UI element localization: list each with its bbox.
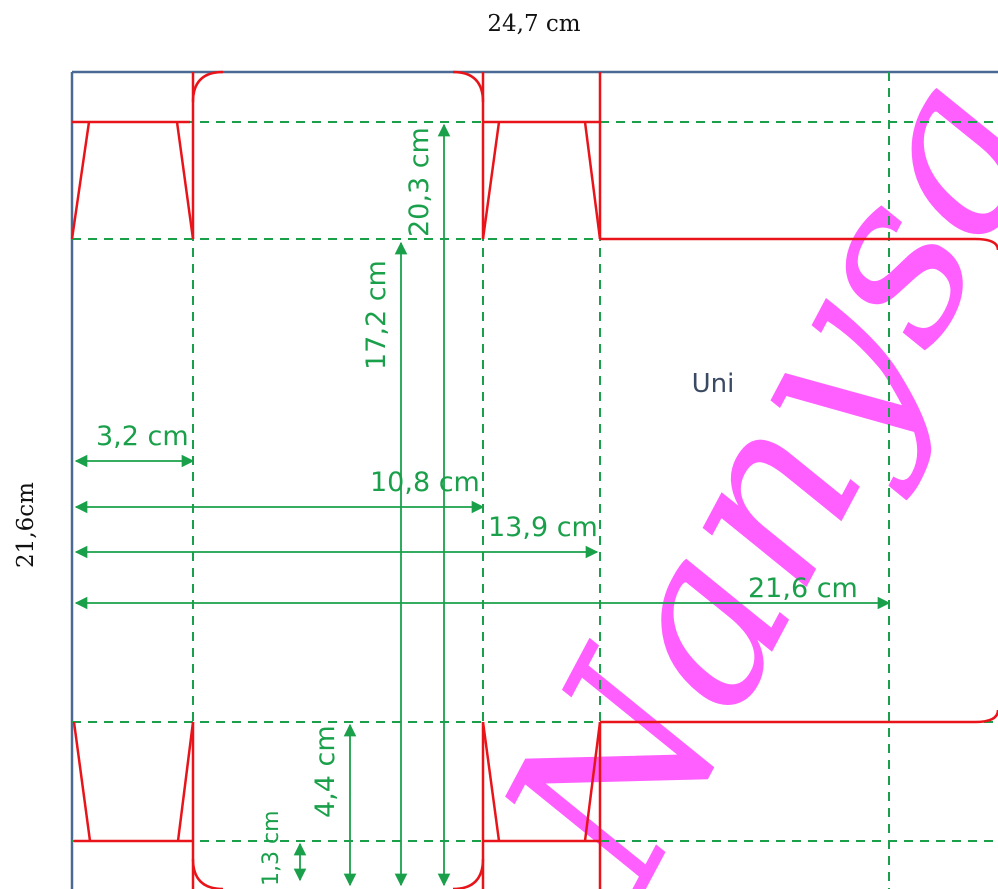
panel-label: Uni: [692, 369, 735, 399]
dim-label-21-6: 21,6 cm: [748, 573, 858, 604]
width-title: 24,7 cm: [487, 11, 580, 37]
horizontal-dimensions: [74, 454, 891, 610]
dim-label-3-2: 3,2 cm: [96, 421, 189, 452]
dim-label-20-3: 20,3 cm: [404, 127, 435, 237]
cut-lines: [70, 70, 998, 889]
watermark: Nanysa: [450, 31, 998, 889]
dimension-labels: 3,2 cm 10,8 cm 13,9 cm 21,6 cm 17,2 cm 2…: [96, 127, 858, 886]
dim-label-13-9: 13,9 cm: [488, 512, 598, 543]
sheet-border: [70, 70, 998, 889]
dim-label-4-4: 4,4 cm: [310, 725, 341, 818]
dim-label-1-3: 1,3 cm: [259, 810, 284, 886]
dim-label-10-8: 10,8 cm: [370, 467, 480, 498]
height-title: 21,6cm: [13, 482, 39, 568]
vertical-dimensions: [293, 123, 451, 887]
dim-label-17-2: 17,2 cm: [361, 260, 392, 370]
